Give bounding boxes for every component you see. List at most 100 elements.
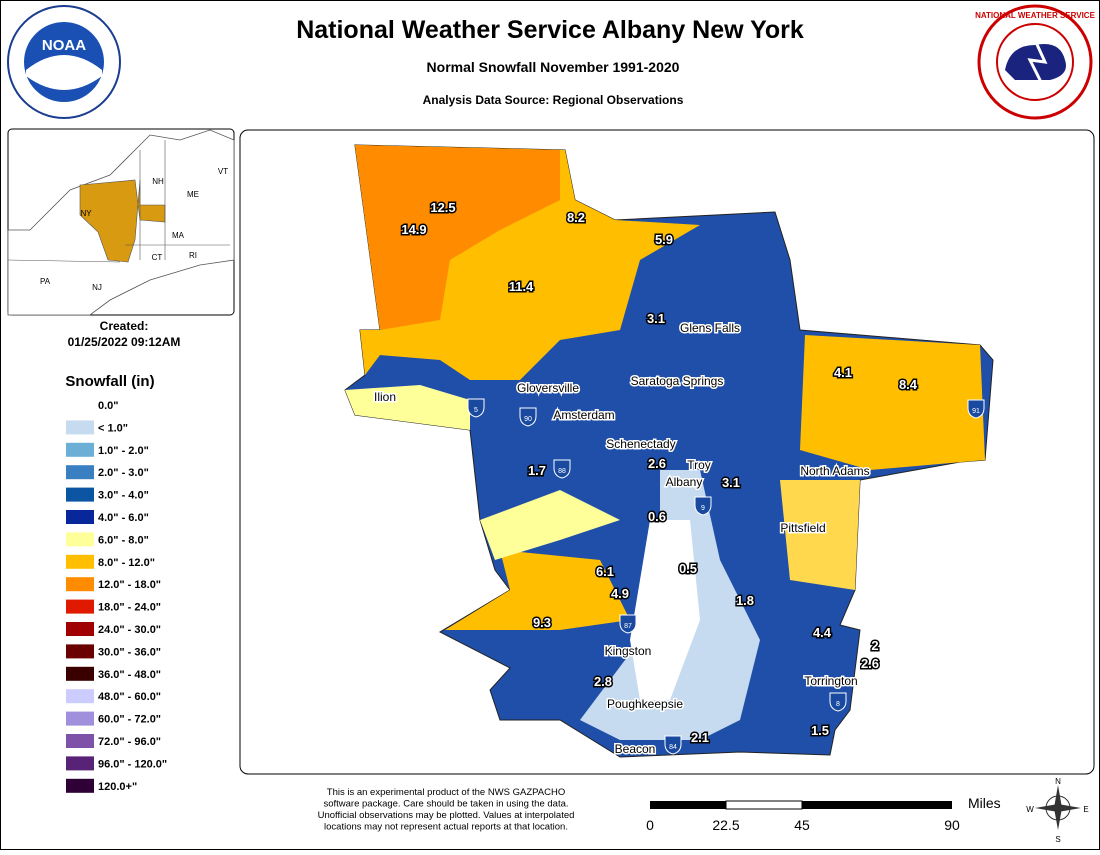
city-label: North Adams <box>800 464 869 478</box>
state-label: NJ <box>92 283 102 292</box>
state-label: NH <box>152 177 164 186</box>
disclaimer-line: This is an experimental product of the N… <box>327 787 565 798</box>
station-value: 4.9 <box>611 586 629 601</box>
interstate-shield <box>664 735 682 755</box>
legend-label: 48.0" - 60.0" <box>98 691 161 703</box>
legend-label: 72.0" - 96.0" <box>98 736 161 748</box>
legend-label: 3.0" - 4.0" <box>98 490 149 502</box>
city-label: Ilion <box>374 390 396 404</box>
station-value: 0.6 <box>648 509 666 524</box>
scale-label: 90 <box>944 817 960 833</box>
scale-labels: 0 22.5 45 90 <box>646 817 960 833</box>
legend-swatch <box>66 465 94 480</box>
interstate-shield <box>694 496 712 516</box>
compass-letter: S <box>1055 835 1060 844</box>
station-value: 8.2 <box>567 210 585 225</box>
interstate-number: 9 <box>701 505 705 512</box>
interstate-shield <box>519 407 537 427</box>
city-label: Poughkeepsie <box>607 697 683 711</box>
legend-label: 30.0" - 36.0" <box>98 646 161 658</box>
interstate-number: 5 <box>474 407 478 414</box>
interstate-shield <box>619 614 637 634</box>
legend-label: 12.0" - 18.0" <box>98 579 161 591</box>
city-label: Pittsfield <box>780 521 825 535</box>
compass-letter: W <box>1026 805 1034 814</box>
state-label: ME <box>187 190 199 199</box>
scale-label: 0 <box>646 817 654 833</box>
station-value: 4.1 <box>834 365 852 380</box>
legend-label: 18.0" - 24.0" <box>98 602 161 614</box>
title: National Weather Service Albany New York <box>296 16 804 44</box>
station-value: 14.9 <box>401 222 426 237</box>
station-value: 9.3 <box>533 615 551 630</box>
station-value: 0.5 <box>679 561 697 576</box>
city-label: Troy <box>687 458 711 472</box>
legend-swatch <box>66 711 94 726</box>
interstate-number: 8 <box>836 701 840 708</box>
interstate-shield <box>829 692 847 712</box>
interstate-number: 91 <box>972 408 980 415</box>
station-value: 2.6 <box>861 656 879 671</box>
legend-swatch <box>66 398 94 412</box>
station-value: 1.5 <box>811 723 829 738</box>
nws-ring-text: NATIONAL WEATHER SERVICE <box>975 11 1096 20</box>
legend-label: 36.0" - 48.0" <box>98 669 161 681</box>
city-label: Albany <box>666 475 703 489</box>
scale-unit: Miles <box>968 795 1001 811</box>
compass: N E S W <box>1026 777 1088 844</box>
station-value: 2.1 <box>691 730 709 745</box>
legend-label: 8.0" - 12.0" <box>98 557 155 569</box>
legend-label: 1.0" - 2.0" <box>98 445 149 457</box>
interstate-number: 88 <box>558 468 566 475</box>
city-label: Torrington <box>804 674 857 688</box>
legend-label: 6.0" - 8.0" <box>98 534 149 546</box>
legend-swatch <box>66 756 94 771</box>
station-value: 3.1 <box>722 475 740 490</box>
legend-swatch <box>66 487 94 502</box>
station-value: 3.1 <box>647 311 665 326</box>
legend-swatch <box>66 599 94 614</box>
station-value: 11.4 <box>509 279 534 294</box>
legend-swatch <box>66 532 94 547</box>
disclaimer-line: Unofficial observations may be plotted. … <box>318 810 575 821</box>
nws-logo: NATIONAL WEATHER SERVICE <box>975 4 1096 120</box>
legend-swatch <box>66 510 94 524</box>
city-label: Kingston <box>605 644 652 658</box>
legend-swatch <box>66 554 94 569</box>
state-label: CT <box>152 253 163 262</box>
legend-label: 120.0+" <box>98 781 137 793</box>
scale-bar: Miles <box>650 795 1001 811</box>
source: Analysis Data Source: Regional Observati… <box>423 93 684 107</box>
created-label: Created: <box>100 319 149 333</box>
state-label: VT <box>218 167 228 176</box>
legend: 0.0" < 1.0" 1.0" - 2.0" 2.0" - 3.0" 3.0" - 4… <box>66 398 167 793</box>
station-value: 12.5 <box>430 200 455 215</box>
created-date: 01/25/2022 09:12AM <box>68 335 181 349</box>
scale-label: 45 <box>794 817 810 833</box>
legend-swatch <box>66 622 94 636</box>
legend-swatch <box>66 734 94 748</box>
disclaimer-line: locations may not represent actual repor… <box>324 822 568 833</box>
city-label: Gloversville <box>517 381 579 395</box>
city-label: Schenectady <box>606 437 675 451</box>
subtitle: Normal Snowfall November 1991-2020 <box>427 59 680 75</box>
interstate-shield <box>467 398 485 418</box>
station-value: 6.1 <box>596 564 614 579</box>
state-label: MA <box>172 231 185 240</box>
legend-swatch <box>66 778 94 793</box>
legend-label: 24.0" - 30.0" <box>98 624 161 636</box>
station-value: 2.6 <box>648 456 666 471</box>
legend-label: < 1.0" <box>98 422 128 434</box>
legend-label: 2.0" - 3.0" <box>98 467 149 479</box>
legend-swatch <box>66 577 94 592</box>
scale-label: 22.5 <box>712 817 739 833</box>
legend-swatch <box>66 420 94 435</box>
noaa-text: NOAA <box>42 37 86 54</box>
station-value: 2.8 <box>594 674 612 689</box>
compass-letter: E <box>1083 805 1088 814</box>
interstate-number: 90 <box>524 416 532 423</box>
legend-title: Snowfall (in) <box>65 373 154 390</box>
interstate-shield <box>967 399 985 419</box>
city-label: Amsterdam <box>553 408 614 422</box>
